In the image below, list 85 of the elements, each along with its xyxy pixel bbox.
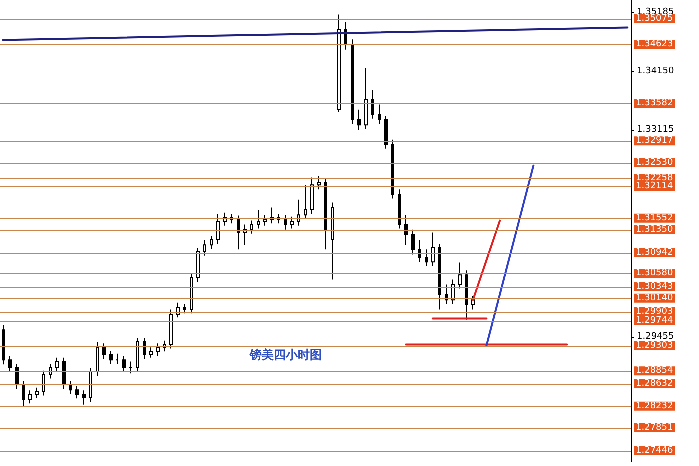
candlestick [69,380,72,395]
candlestick [257,210,260,230]
candlestick [42,370,45,396]
candlestick [263,214,267,226]
ref-line-label: 1.28854 [636,366,674,376]
candlestick [190,274,193,314]
ref-line-label: 1.30343 [636,282,674,292]
candlestick [129,361,133,374]
y-tick-label: 1.34150 [637,66,674,76]
candlestick [371,90,374,120]
candlestick [55,357,59,372]
candlestick [82,390,86,406]
candlestick [445,284,448,305]
candlestick [471,296,475,310]
ref-line-label: 1.29744 [636,316,674,326]
candlestick [203,240,206,256]
ref-line-label: 1.35075 [636,14,674,24]
candlestick [216,214,220,245]
ref-line-label: 1.31552 [636,213,674,224]
ref-line-label: 1.30140 [636,293,674,304]
candlestick [109,350,113,365]
candlestick [384,116,388,150]
candlestick [284,214,287,230]
ref-line-label: 1.32917 [636,136,674,146]
candlestick [196,247,200,282]
candlestick [250,220,253,234]
candlestick [391,139,394,200]
ref-line-label: 1.32530 [636,158,674,168]
candlestick [149,347,153,358]
candlestick [465,270,468,320]
ref-line-label: 1.27851 [636,422,674,433]
candlestick [404,214,408,246]
candlestick [331,202,334,280]
candlestick [156,343,160,357]
candlestick [237,215,240,250]
candlestick [28,390,32,404]
ref-line-label: 1.30942 [636,248,674,258]
candlestick [22,380,25,408]
candlestick [351,39,354,124]
candlestick [210,236,213,250]
candlestick [143,338,146,360]
candlestick [62,357,66,390]
candlestick [438,244,441,310]
annotation: 镑美四小时图 [249,348,322,362]
candlestick [96,341,99,376]
candlestick [304,184,307,220]
candlestick [169,309,173,350]
candlestick [102,343,106,360]
ref-line-label: 1.28232 [636,401,674,412]
candlestick [183,304,186,314]
candlestick [431,232,435,267]
ref-line-label: 1.33582 [636,98,674,108]
y-tick-label: 1.29455 [637,332,674,342]
candlestick [297,199,300,226]
candlestick [425,249,428,267]
candlestick [122,356,126,372]
candlestick [89,368,92,402]
ref-line-label: 1.28632 [636,378,674,389]
y-tick-label: 1.33115 [637,124,674,135]
candlestick [116,353,119,365]
ref-line-label: 1.29903 [636,306,674,317]
candlestick [49,364,52,380]
candlestick [418,240,421,263]
candlestick [8,356,12,372]
candlestick [398,189,401,230]
candlestick [35,387,39,399]
candlestick [75,386,79,400]
candlestick [357,109,361,131]
ref-line-label: 1.30580 [636,268,674,278]
ref-line-label: 1.32114 [636,182,674,192]
candlestick [378,104,381,124]
candlestick [2,324,5,366]
candlestick [290,216,294,230]
candlestick [337,14,341,113]
ref-line-label: 1.29303 [636,340,674,351]
candlestick [324,178,327,250]
candlestick [310,177,314,215]
candlestick [364,67,368,130]
ref-line-label: 1.27446 [636,446,674,456]
ref-line-label: 1.31350 [636,224,674,235]
ref-line-label: 1.34623 [636,40,674,50]
candlestick [136,338,139,372]
candlestick [317,176,321,190]
candlestick [411,229,415,256]
candlestick [458,262,462,290]
